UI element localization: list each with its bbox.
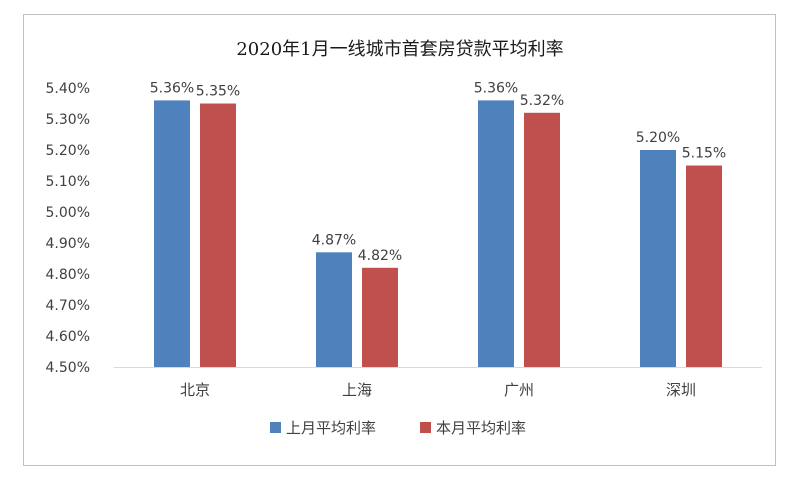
y-tick-label: 5.20% xyxy=(46,143,90,159)
category-labels: 北京 上海 广州 深圳 xyxy=(180,381,696,399)
chart-canvas: 2020年1月一线城市首套房贷款平均利率 4.50% 4.60% 4.70% 4.80… xyxy=(46,39,762,437)
data-label: 5.35% xyxy=(196,84,240,100)
y-tick-label: 4.80% xyxy=(46,267,90,283)
y-tick-label: 5.30% xyxy=(46,112,90,128)
data-label: 5.36% xyxy=(474,80,518,96)
bar-last-month xyxy=(478,100,514,368)
category-label: 北京 xyxy=(180,381,210,399)
category-label: 广州 xyxy=(504,381,534,399)
y-tick-label: 5.00% xyxy=(46,205,90,221)
bar-last-month xyxy=(640,150,676,367)
y-tick-label: 4.50% xyxy=(46,360,90,376)
legend-swatch xyxy=(270,422,281,433)
data-label: 5.32% xyxy=(520,93,564,109)
bar-last-month xyxy=(316,252,352,367)
data-label: 4.82% xyxy=(358,248,402,264)
y-tick-label: 4.70% xyxy=(46,298,90,314)
legend-swatch xyxy=(420,422,431,433)
data-labels: 5.36% 5.35%4.87%4.82%5.36%5.32%5.20%5.15% xyxy=(150,80,726,263)
bar-last-month xyxy=(154,100,190,368)
category-label: 上海 xyxy=(342,381,372,399)
bar-this-month xyxy=(524,112,560,367)
y-tick-label: 4.60% xyxy=(46,329,90,345)
y-tick-label: 5.40% xyxy=(46,81,90,97)
y-axis-ticks: 4.50% 4.60% 4.70% 4.80% 4.90% 5.00% 5.10% 5.20%… xyxy=(46,81,90,376)
data-label: 5.15% xyxy=(682,146,726,162)
chart-frame: 2020年1月一线城市首套房贷款平均利率 4.50% 4.60% 4.70% 4.80… xyxy=(23,14,776,466)
legend-label: 上月平均利率 xyxy=(286,419,376,437)
bar-this-month xyxy=(686,165,722,367)
category-label: 深圳 xyxy=(666,381,696,399)
legend-label: 本月平均利率 xyxy=(436,419,526,437)
data-label: 5.36% xyxy=(150,80,194,96)
legend: 上月平均利率 本月平均利率 xyxy=(270,419,526,437)
chart-title: 2020年1月一线城市首套房贷款平均利率 xyxy=(236,39,563,60)
bar-this-month xyxy=(200,103,236,367)
y-tick-label: 4.90% xyxy=(46,236,90,252)
bar-group xyxy=(154,100,722,368)
data-label: 4.87% xyxy=(312,232,356,248)
y-tick-label: 5.10% xyxy=(46,174,90,190)
data-label: 5.20% xyxy=(636,130,680,146)
bar-this-month xyxy=(362,267,398,367)
